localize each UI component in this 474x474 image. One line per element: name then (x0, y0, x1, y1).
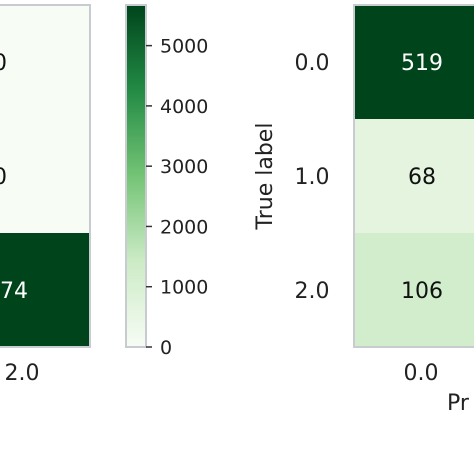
cell-value-label: 68 (408, 165, 436, 190)
colorbar: 0 1000 2000 3000 4000 5000 (125, 4, 208, 359)
heatmap-frame (0, 4, 91, 348)
colorbar-tick-label: 2000 (160, 216, 208, 238)
heatmap-cell (354, 5, 474, 119)
true-label-axis-title: True label (253, 123, 278, 231)
colorbar-tick-label: 4000 (160, 96, 208, 118)
cell-value-label: 0 (0, 165, 7, 190)
heatmap-cell (354, 119, 474, 233)
heatmap-cell (0, 119, 90, 233)
y-tick-label: 0.0 (295, 51, 330, 76)
cell-value-label: 5674 (0, 279, 28, 304)
cell-value-label: 0 (0, 51, 7, 76)
y-tick-label: 2.0 (295, 279, 330, 304)
colorbar-gradient (125, 4, 147, 348)
colorbar-tick-label: 5000 (160, 36, 208, 58)
predicted-label-axis-title: Pr (447, 391, 470, 416)
left-heatmap: 0 0 5674 2.0 (0, 4, 91, 386)
heatmap-cell (354, 233, 474, 347)
colorbar-tick-label: 0 (160, 337, 172, 359)
right-heatmap: 519 68 106 0.0 1.0 2.0 0.0 (295, 4, 474, 386)
y-tick-label: 1.0 (295, 165, 330, 190)
heatmap-cell (0, 5, 90, 119)
colorbar-tick-label: 1000 (160, 277, 208, 299)
x-tick-label: 0.0 (404, 361, 439, 386)
cell-value-label: 106 (401, 279, 443, 304)
heatmap-cell (0, 233, 90, 347)
x-tick-label: 2.0 (5, 361, 40, 386)
colorbar-tick-label: 3000 (160, 156, 208, 178)
heatmap-frame (353, 4, 474, 348)
cell-value-label: 519 (401, 51, 443, 76)
